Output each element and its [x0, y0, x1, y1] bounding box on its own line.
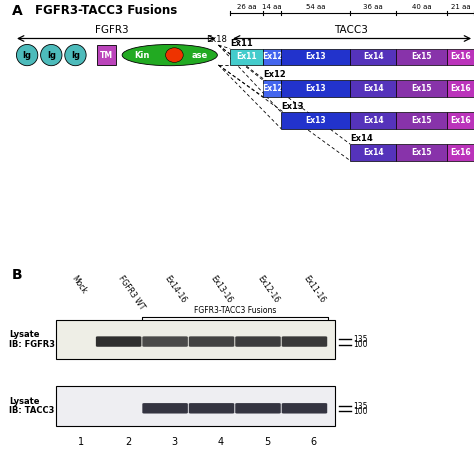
Text: 3: 3	[171, 437, 177, 447]
Bar	[281, 112, 350, 129]
Text: Ex14: Ex14	[363, 84, 383, 93]
Text: 21 aa: 21 aa	[451, 4, 470, 10]
Text: 5: 5	[264, 437, 270, 447]
Text: Ex15: Ex15	[411, 84, 432, 93]
Text: FGFR3: FGFR3	[95, 25, 128, 35]
Text: Lysate: Lysate	[9, 397, 40, 406]
FancyBboxPatch shape	[96, 337, 141, 347]
Text: Ex11: Ex11	[237, 52, 257, 61]
Text: 36 aa: 36 aa	[363, 4, 383, 10]
Text: Ig: Ig	[23, 51, 32, 60]
Text: Ex18: Ex18	[206, 35, 227, 44]
Text: IB: TACC3: IB: TACC3	[9, 406, 55, 415]
Text: FGFR3-TACC3 Fusions: FGFR3-TACC3 Fusions	[35, 4, 177, 17]
Text: Ex15: Ex15	[411, 148, 432, 157]
Text: 6: 6	[310, 437, 317, 447]
Text: ase: ase	[192, 51, 208, 60]
Text: Lysate: Lysate	[9, 330, 40, 339]
Text: 54 aa: 54 aa	[306, 4, 326, 10]
Bar	[264, 81, 281, 97]
Bar	[447, 48, 474, 65]
Bar	[447, 112, 474, 129]
Text: Kin: Kin	[134, 51, 150, 60]
Text: Ex14-16: Ex14-16	[163, 274, 188, 304]
Text: 4: 4	[218, 437, 224, 447]
Bar	[396, 48, 447, 65]
Bar	[396, 81, 447, 97]
Text: 135: 135	[353, 335, 368, 344]
Text: 100: 100	[353, 407, 368, 416]
Bar	[447, 144, 474, 161]
Text: Ex16: Ex16	[450, 116, 471, 125]
FancyBboxPatch shape	[189, 403, 234, 413]
Text: 135: 135	[353, 402, 368, 410]
Text: Ex11: Ex11	[230, 38, 253, 47]
Text: IB: FGFR3: IB: FGFR3	[9, 339, 55, 348]
Ellipse shape	[165, 48, 183, 63]
Text: Ex15: Ex15	[411, 116, 432, 125]
Text: Ex13: Ex13	[305, 52, 326, 61]
Text: 100: 100	[353, 340, 368, 349]
FancyBboxPatch shape	[282, 403, 327, 413]
Text: Ex12: Ex12	[262, 84, 283, 93]
Bar	[350, 81, 396, 97]
Text: Ex16: Ex16	[450, 84, 471, 93]
Bar	[56, 319, 335, 359]
Ellipse shape	[41, 45, 62, 66]
Text: TM: TM	[100, 51, 113, 60]
Bar	[97, 45, 116, 65]
Text: Ex16: Ex16	[450, 148, 471, 157]
Text: Ex11-16: Ex11-16	[302, 274, 327, 304]
Bar	[281, 48, 350, 65]
Text: Ex14: Ex14	[363, 116, 383, 125]
Text: 1: 1	[78, 437, 84, 447]
FancyBboxPatch shape	[235, 337, 281, 347]
Bar	[350, 112, 396, 129]
Text: A: A	[12, 4, 23, 18]
Text: Ex13: Ex13	[305, 84, 326, 93]
Bar	[447, 81, 474, 97]
Bar	[264, 48, 281, 65]
Bar	[281, 81, 350, 97]
Text: B: B	[12, 267, 22, 282]
Bar	[350, 144, 396, 161]
Bar	[56, 386, 335, 426]
Text: Ex16: Ex16	[450, 52, 471, 61]
Text: Ig: Ig	[47, 51, 56, 60]
Text: Ex13-16: Ex13-16	[209, 274, 234, 304]
Text: Ex13: Ex13	[281, 102, 304, 111]
Text: Ig: Ig	[71, 51, 80, 60]
Text: Ex13: Ex13	[305, 116, 326, 125]
FancyBboxPatch shape	[235, 403, 281, 413]
Ellipse shape	[17, 45, 38, 66]
Text: FGFR3 WT: FGFR3 WT	[116, 274, 146, 311]
Text: 14 aa: 14 aa	[263, 4, 282, 10]
Bar	[350, 48, 396, 65]
Ellipse shape	[122, 45, 218, 66]
Text: 2: 2	[125, 437, 131, 447]
FancyBboxPatch shape	[142, 337, 188, 347]
Bar	[396, 112, 447, 129]
Text: Mock: Mock	[70, 274, 88, 295]
Ellipse shape	[65, 45, 86, 66]
Text: FGFR3-TACC3 Fusions: FGFR3-TACC3 Fusions	[193, 307, 276, 316]
Text: Ex14: Ex14	[363, 52, 383, 61]
Text: Ex14: Ex14	[363, 148, 383, 157]
Text: Ki: Ki	[171, 52, 178, 58]
Bar	[396, 144, 447, 161]
Text: TACC3: TACC3	[334, 25, 368, 35]
Text: Ex12-16: Ex12-16	[255, 274, 281, 304]
Text: Ex12: Ex12	[264, 70, 286, 79]
Bar	[230, 48, 264, 65]
FancyBboxPatch shape	[282, 337, 327, 347]
FancyBboxPatch shape	[189, 337, 234, 347]
Text: 26 aa: 26 aa	[237, 4, 256, 10]
Text: Ex12: Ex12	[262, 52, 283, 61]
Text: Ex15: Ex15	[411, 52, 432, 61]
Text: 40 aa: 40 aa	[412, 4, 431, 10]
Text: Ex14: Ex14	[350, 134, 373, 143]
FancyBboxPatch shape	[142, 403, 188, 413]
